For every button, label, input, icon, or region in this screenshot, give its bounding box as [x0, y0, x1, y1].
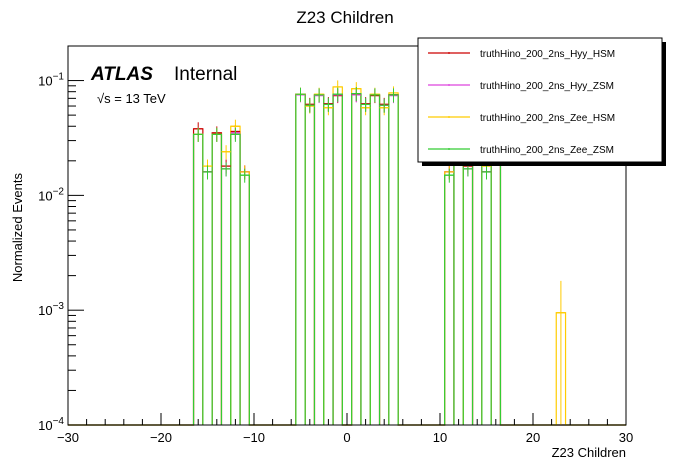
legend-label: truthHino_200_2ns_Hyy_ZSM — [480, 81, 614, 92]
legend-box — [417, 37, 663, 163]
legend-label: truthHino_200_2ns_Hyy_HSM — [480, 49, 615, 60]
x-tick-label: 10 — [433, 430, 447, 445]
legend-item: truthHino_200_2ns_Zee_ZSM — [428, 145, 614, 156]
legend-label: truthHino_200_2ns_Zee_HSM — [480, 113, 615, 124]
x-tick-label: 20 — [526, 430, 540, 445]
y-tick-label: 10−3 — [38, 301, 64, 318]
x-tick-label: 0 — [343, 430, 350, 445]
y-tick-label: 10−1 — [38, 72, 64, 89]
internal-label: Internal — [174, 64, 237, 85]
legend-label: truthHino_200_2ns_Zee_ZSM — [480, 145, 614, 156]
y-axis-label: Normalized Events — [10, 173, 25, 283]
x-axis-label: Z23 Children — [552, 445, 626, 460]
x-tick-label: −20 — [150, 430, 172, 445]
legend-item: truthHino_200_2ns_Hyy_ZSM — [428, 81, 614, 92]
y-tick-label: 10−4 — [38, 416, 64, 433]
y-tick-label: 10−2 — [38, 186, 64, 203]
x-axis-ticks: −30 −20 −10 0 10 20 30 — [57, 413, 633, 445]
energy-label: √s = 13 TeV — [97, 91, 166, 106]
legend: truthHino_200_2ns_Hyy_HSM truthHino_200_2… — [417, 37, 666, 166]
y-axis-ticks: 10−4 10−3 10−2 10−1 — [38, 45, 84, 433]
chart-title: Z23 Children — [296, 8, 393, 27]
x-tick-label: 30 — [619, 430, 633, 445]
legend-item: truthHino_200_2ns_Zee_HSM — [428, 113, 615, 124]
atlas-label: ATLAS — [90, 64, 153, 85]
x-tick-label: −30 — [57, 430, 79, 445]
x-tick-label: −10 — [243, 430, 265, 445]
legend-item: truthHino_200_2ns_Hyy_HSM — [428, 49, 615, 60]
